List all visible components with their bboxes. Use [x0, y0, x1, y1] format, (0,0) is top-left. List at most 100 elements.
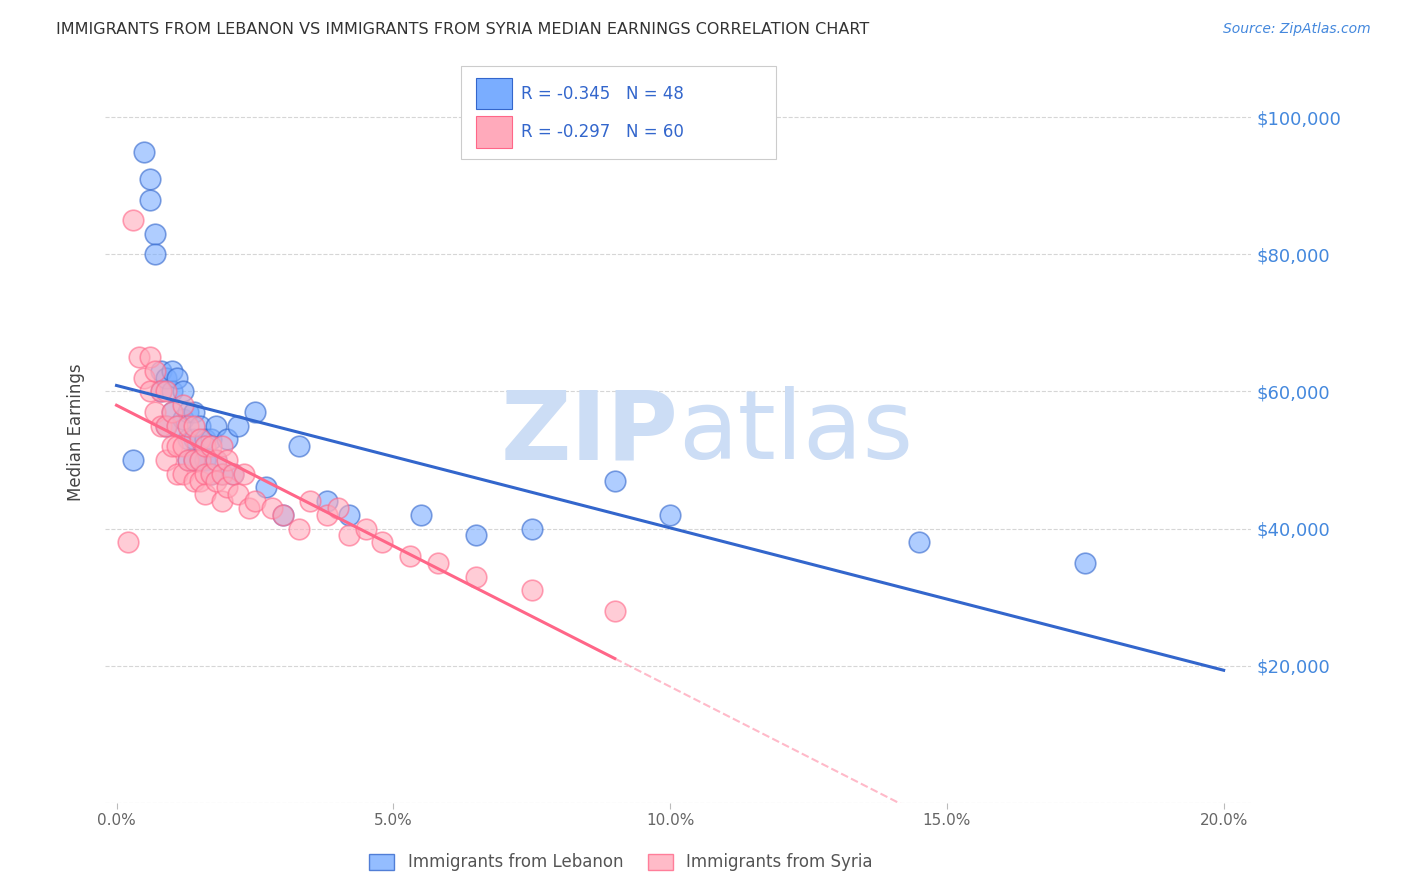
Point	[128, 350, 150, 364]
Point	[177, 418, 200, 433]
Point	[238, 501, 260, 516]
Point	[211, 467, 233, 481]
Point	[149, 418, 172, 433]
Point	[260, 501, 283, 516]
Point	[254, 480, 277, 494]
Point	[232, 467, 254, 481]
Point	[217, 453, 239, 467]
Point	[200, 433, 222, 447]
Point	[166, 418, 188, 433]
Point	[155, 371, 177, 385]
Point	[288, 522, 311, 536]
Point	[155, 384, 177, 399]
Point	[603, 474, 626, 488]
Point	[659, 508, 682, 522]
Point	[243, 494, 266, 508]
Point	[194, 439, 217, 453]
Point	[337, 528, 360, 542]
Point	[315, 494, 337, 508]
Point	[200, 467, 222, 481]
Point	[166, 467, 188, 481]
Point	[177, 433, 200, 447]
Text: ZIP: ZIP	[501, 386, 678, 479]
Point	[183, 474, 205, 488]
Point	[217, 433, 239, 447]
Point	[177, 405, 200, 419]
Point	[183, 453, 205, 467]
Point	[200, 439, 222, 453]
Point	[337, 508, 360, 522]
Point	[188, 418, 211, 433]
Text: IMMIGRANTS FROM LEBANON VS IMMIGRANTS FROM SYRIA MEDIAN EARNINGS CORRELATION CHA: IMMIGRANTS FROM LEBANON VS IMMIGRANTS FR…	[56, 22, 869, 37]
Point	[205, 453, 228, 467]
Point	[183, 433, 205, 447]
Point	[211, 494, 233, 508]
Point	[143, 405, 166, 419]
Point	[1074, 556, 1097, 570]
Point	[160, 364, 183, 378]
Point	[122, 213, 145, 227]
Point	[226, 418, 249, 433]
Point	[200, 467, 222, 481]
Point	[172, 384, 194, 399]
Point	[172, 439, 194, 453]
Point	[177, 453, 200, 467]
Point	[226, 487, 249, 501]
Point	[399, 549, 422, 563]
Point	[520, 583, 543, 598]
FancyBboxPatch shape	[475, 117, 512, 147]
Point	[908, 535, 931, 549]
Point	[143, 227, 166, 241]
Point	[149, 384, 172, 399]
Point	[134, 145, 156, 159]
FancyBboxPatch shape	[461, 66, 776, 159]
Text: R = -0.297   N = 60: R = -0.297 N = 60	[522, 123, 685, 141]
Point	[160, 439, 183, 453]
Point	[603, 604, 626, 618]
Point	[166, 371, 188, 385]
Point	[205, 474, 228, 488]
Point	[205, 453, 228, 467]
Point	[194, 453, 217, 467]
Point	[183, 453, 205, 467]
Point	[172, 398, 194, 412]
Point	[371, 535, 394, 549]
Point	[160, 405, 183, 419]
Text: atlas: atlas	[678, 386, 914, 479]
Point	[138, 193, 160, 207]
Point	[188, 474, 211, 488]
Point	[160, 384, 183, 399]
FancyBboxPatch shape	[475, 78, 512, 109]
Point	[222, 467, 245, 481]
Point	[155, 453, 177, 467]
Point	[426, 556, 449, 570]
Point	[222, 467, 245, 481]
Point	[188, 433, 211, 447]
Point	[166, 439, 188, 453]
Point	[194, 467, 217, 481]
Point	[143, 364, 166, 378]
Text: R = -0.345   N = 48: R = -0.345 N = 48	[522, 85, 685, 103]
Point	[122, 453, 145, 467]
Point	[409, 508, 432, 522]
Text: Source: ZipAtlas.com: Source: ZipAtlas.com	[1223, 22, 1371, 37]
Point	[217, 480, 239, 494]
Point	[155, 418, 177, 433]
Point	[271, 508, 294, 522]
Point	[160, 405, 183, 419]
Point	[188, 453, 211, 467]
Point	[138, 350, 160, 364]
Point	[194, 433, 217, 447]
Point	[465, 569, 488, 583]
Point	[520, 522, 543, 536]
Point	[166, 418, 188, 433]
Point	[299, 494, 322, 508]
Point	[138, 384, 160, 399]
Legend: Immigrants from Lebanon, Immigrants from Syria: Immigrants from Lebanon, Immigrants from…	[361, 845, 882, 880]
Point	[194, 487, 217, 501]
Point	[465, 528, 488, 542]
Point	[149, 384, 172, 399]
Y-axis label: Median Earnings: Median Earnings	[66, 364, 84, 501]
Point	[177, 453, 200, 467]
Point	[288, 439, 311, 453]
